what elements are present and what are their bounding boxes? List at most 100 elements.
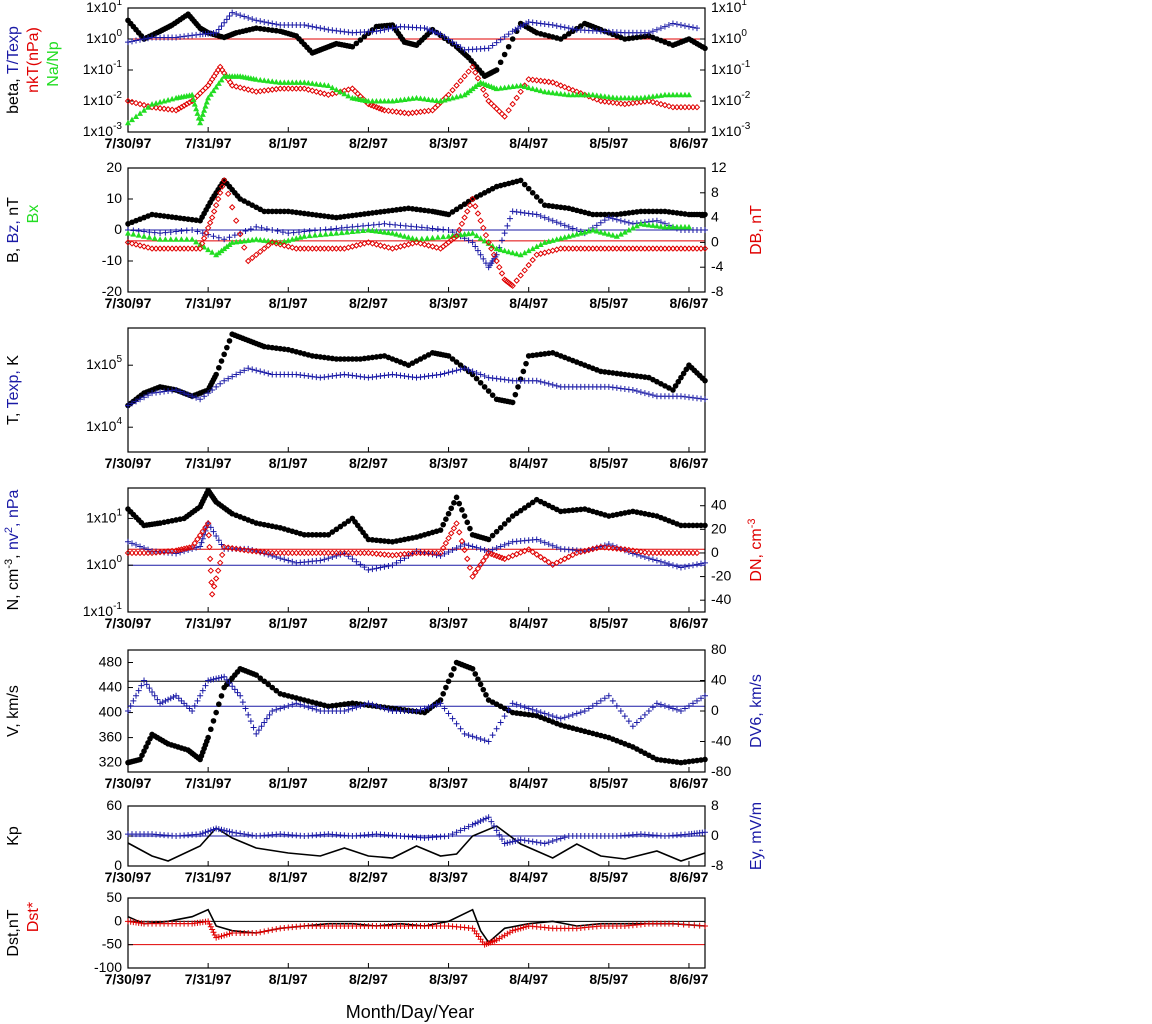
data-point <box>474 210 482 217</box>
data-point <box>497 246 504 253</box>
data-point <box>257 548 264 555</box>
data-point <box>221 351 227 358</box>
data-point <box>231 686 238 693</box>
y2-tick-label: 0 <box>711 702 719 718</box>
data-point <box>377 564 384 571</box>
data-point <box>637 715 644 722</box>
x-tick-label: 8/2/97 <box>349 135 388 151</box>
y2-tick-label: -20 <box>711 567 731 583</box>
data-point <box>601 98 609 105</box>
x-tick-label: 7/31/97 <box>185 775 232 791</box>
data-point <box>392 221 399 228</box>
left-axis-label: Kp <box>5 826 22 846</box>
data-point <box>389 25 396 32</box>
y2-tick-label: -4 <box>711 258 724 274</box>
data-point <box>461 541 468 548</box>
data-point <box>221 245 228 252</box>
data-point <box>301 233 308 239</box>
data-point <box>253 672 260 678</box>
data-point <box>702 559 708 566</box>
data-point <box>498 237 505 244</box>
data-point <box>653 26 660 33</box>
data-point <box>517 272 524 279</box>
data-point <box>445 211 452 218</box>
data-point <box>210 929 217 936</box>
data-point <box>426 27 433 34</box>
data-point <box>421 373 428 380</box>
data-point <box>199 830 206 837</box>
data-point <box>353 356 360 362</box>
data-point <box>525 84 532 91</box>
data-point <box>353 40 360 47</box>
data-point <box>466 564 474 571</box>
x-tick-label: 8/1/97 <box>269 869 308 885</box>
y-tick-label: 10 <box>106 190 122 206</box>
data-point <box>402 222 409 229</box>
x-tick-label: 8/3/97 <box>429 295 468 311</box>
data-point <box>341 708 348 714</box>
data-point <box>341 28 348 35</box>
data-point <box>337 372 344 379</box>
data-point <box>661 23 668 30</box>
data-point <box>418 235 425 242</box>
data-point <box>480 86 487 93</box>
data-point <box>253 76 260 82</box>
data-point <box>365 374 372 381</box>
data-point <box>505 248 512 255</box>
data-point <box>373 565 380 572</box>
data-point <box>525 210 532 217</box>
data-point <box>466 87 473 94</box>
data-point <box>437 371 444 378</box>
data-point <box>480 557 487 565</box>
data-point <box>393 559 400 566</box>
data-point <box>385 551 392 559</box>
data-point <box>137 756 143 763</box>
data-point <box>482 815 489 822</box>
data-point <box>341 371 348 378</box>
plot-frame <box>127 897 706 969</box>
x-tick-label: 8/1/97 <box>269 615 308 631</box>
data-point <box>702 829 708 836</box>
data-point <box>493 257 500 265</box>
data-point <box>453 232 460 240</box>
right-axis-label: Ey, mV/m <box>748 802 765 870</box>
data-point <box>565 85 572 92</box>
data-point <box>293 700 300 707</box>
data-point <box>194 228 201 235</box>
data-point <box>541 710 548 717</box>
data-point <box>617 545 625 553</box>
data-point <box>477 251 484 258</box>
data-point <box>265 549 272 556</box>
data-point <box>597 92 604 99</box>
x-tick-label: 8/4/97 <box>509 869 548 885</box>
data-point <box>237 369 244 376</box>
data-point <box>440 233 447 240</box>
data-point <box>277 705 284 712</box>
panel-plasma-beta: 7/30/97 7/31/97 8/1/97 8/2/97 8/3/97 8/4/97 8/… <box>5 0 751 151</box>
data-point <box>247 225 254 232</box>
data-point <box>215 80 222 86</box>
data-point <box>146 229 153 236</box>
data-point <box>190 96 197 102</box>
data-point <box>553 382 560 389</box>
data-point <box>421 95 428 102</box>
data-point <box>529 245 536 252</box>
data-point <box>645 391 652 398</box>
x-tick-label: 8/2/97 <box>349 455 388 471</box>
data-point <box>381 98 388 104</box>
data-point <box>485 45 492 52</box>
data-point <box>345 518 352 524</box>
data-point <box>685 223 692 230</box>
data-point <box>202 829 209 836</box>
data-point <box>188 543 196 551</box>
data-point <box>565 713 572 720</box>
data-point <box>461 201 468 207</box>
data-point <box>561 555 568 563</box>
data-point <box>669 705 676 712</box>
data-point <box>683 366 690 373</box>
data-point <box>305 531 312 538</box>
data-point <box>377 373 384 380</box>
data-point <box>549 713 556 720</box>
data-point <box>609 545 617 552</box>
data-point <box>661 223 668 230</box>
